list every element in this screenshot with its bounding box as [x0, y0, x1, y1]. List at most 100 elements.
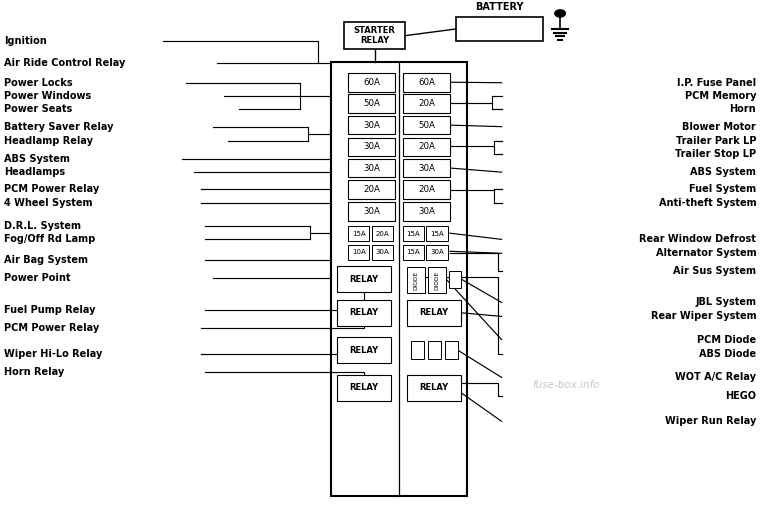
Text: Fog/Off Rd Lamp: Fog/Off Rd Lamp: [4, 234, 95, 245]
Text: Power Locks: Power Locks: [4, 78, 72, 88]
FancyBboxPatch shape: [348, 159, 395, 177]
FancyBboxPatch shape: [348, 73, 395, 92]
FancyBboxPatch shape: [407, 267, 425, 293]
Text: Alternator System: Alternator System: [656, 248, 756, 258]
FancyBboxPatch shape: [449, 271, 461, 288]
FancyBboxPatch shape: [403, 138, 450, 156]
Text: Wiper Hi-Lo Relay: Wiper Hi-Lo Relay: [4, 349, 102, 359]
FancyBboxPatch shape: [337, 375, 391, 401]
FancyBboxPatch shape: [445, 341, 458, 359]
FancyBboxPatch shape: [403, 116, 450, 134]
Text: Air Sus System: Air Sus System: [673, 266, 756, 277]
Text: 30A: 30A: [363, 142, 380, 151]
Text: RELAY: RELAY: [350, 345, 378, 355]
Text: PCM Memory: PCM Memory: [685, 90, 756, 101]
Text: RELAY: RELAY: [350, 275, 378, 284]
FancyBboxPatch shape: [348, 116, 395, 134]
Text: D.R.L. System: D.R.L. System: [4, 221, 81, 231]
Text: Anti-theft System: Anti-theft System: [659, 197, 756, 208]
FancyBboxPatch shape: [372, 226, 393, 241]
Text: 30A: 30A: [363, 163, 380, 173]
Text: Wiper Run Relay: Wiper Run Relay: [665, 416, 756, 427]
Text: DIODE: DIODE: [435, 271, 439, 290]
Text: BATTERY: BATTERY: [476, 2, 524, 12]
Text: 20A: 20A: [418, 185, 435, 194]
Text: Power Seats: Power Seats: [4, 103, 72, 114]
FancyBboxPatch shape: [403, 159, 450, 177]
FancyBboxPatch shape: [403, 202, 450, 221]
Text: 50A: 50A: [363, 99, 380, 108]
FancyBboxPatch shape: [407, 375, 461, 401]
Text: 30A: 30A: [375, 249, 389, 255]
FancyBboxPatch shape: [331, 62, 467, 496]
Text: Ignition: Ignition: [4, 36, 46, 47]
Text: DIODE: DIODE: [413, 271, 418, 290]
FancyBboxPatch shape: [348, 138, 395, 156]
Text: 15A: 15A: [407, 249, 420, 255]
FancyBboxPatch shape: [403, 73, 450, 92]
Text: RELAY: RELAY: [420, 383, 448, 392]
Circle shape: [555, 10, 565, 17]
Text: 15A: 15A: [430, 231, 444, 237]
FancyBboxPatch shape: [337, 266, 391, 292]
Text: Trailer Stop LP: Trailer Stop LP: [675, 148, 756, 159]
Text: 10A: 10A: [352, 249, 366, 255]
Text: 30A: 30A: [363, 207, 380, 216]
Text: Air Ride Control Relay: Air Ride Control Relay: [4, 58, 125, 68]
FancyBboxPatch shape: [428, 267, 446, 293]
Text: RELAY: RELAY: [360, 36, 389, 45]
Text: Horn: Horn: [730, 103, 756, 114]
Text: 30A: 30A: [363, 120, 380, 130]
Text: 30A: 30A: [418, 163, 435, 173]
Text: 20A: 20A: [418, 142, 435, 151]
Text: RELAY: RELAY: [420, 308, 448, 317]
Text: ABS System: ABS System: [690, 167, 756, 177]
FancyBboxPatch shape: [411, 341, 424, 359]
FancyBboxPatch shape: [348, 180, 395, 199]
FancyBboxPatch shape: [426, 245, 448, 260]
FancyBboxPatch shape: [337, 300, 391, 326]
Text: 15A: 15A: [407, 231, 420, 237]
FancyBboxPatch shape: [344, 22, 405, 49]
Text: Rear Wiper System: Rear Wiper System: [651, 311, 756, 322]
Text: 20A: 20A: [363, 185, 380, 194]
FancyBboxPatch shape: [348, 226, 369, 241]
Text: Headlamps: Headlamps: [4, 167, 65, 177]
FancyBboxPatch shape: [337, 337, 391, 363]
FancyBboxPatch shape: [403, 94, 450, 113]
Text: ABS System: ABS System: [4, 154, 70, 164]
Text: I.P. Fuse Panel: I.P. Fuse Panel: [677, 78, 756, 88]
Text: fuse-box.info: fuse-box.info: [532, 380, 600, 390]
Text: Rear Window Defrost: Rear Window Defrost: [639, 234, 756, 245]
Text: 60A: 60A: [363, 78, 380, 87]
Text: Power Point: Power Point: [4, 273, 70, 283]
Text: 30A: 30A: [430, 249, 444, 255]
Text: 20A: 20A: [375, 231, 389, 237]
Text: Horn Relay: Horn Relay: [4, 367, 64, 377]
FancyBboxPatch shape: [428, 341, 441, 359]
FancyBboxPatch shape: [426, 226, 448, 241]
Text: PCM Diode: PCM Diode: [697, 334, 756, 345]
FancyBboxPatch shape: [348, 202, 395, 221]
FancyBboxPatch shape: [372, 245, 393, 260]
Text: 20A: 20A: [418, 99, 435, 108]
Text: Trailer Park LP: Trailer Park LP: [676, 135, 756, 146]
Text: 30A: 30A: [418, 207, 435, 216]
FancyBboxPatch shape: [403, 180, 450, 199]
Text: Fuel System: Fuel System: [689, 184, 756, 194]
Text: RELAY: RELAY: [350, 383, 378, 392]
Text: ABS Diode: ABS Diode: [699, 349, 756, 359]
Text: 60A: 60A: [418, 78, 435, 87]
Text: Headlamp Relay: Headlamp Relay: [4, 135, 93, 146]
Text: PCM Power Relay: PCM Power Relay: [4, 184, 99, 194]
Text: Blower Motor: Blower Motor: [682, 121, 756, 132]
Text: WOT A/C Relay: WOT A/C Relay: [675, 372, 756, 383]
FancyBboxPatch shape: [456, 17, 543, 41]
FancyBboxPatch shape: [348, 245, 369, 260]
Text: STARTER: STARTER: [353, 26, 396, 35]
Text: 15A: 15A: [352, 231, 366, 237]
Text: Air Bag System: Air Bag System: [4, 255, 88, 265]
FancyBboxPatch shape: [407, 300, 461, 326]
FancyBboxPatch shape: [348, 94, 395, 113]
FancyBboxPatch shape: [403, 226, 424, 241]
